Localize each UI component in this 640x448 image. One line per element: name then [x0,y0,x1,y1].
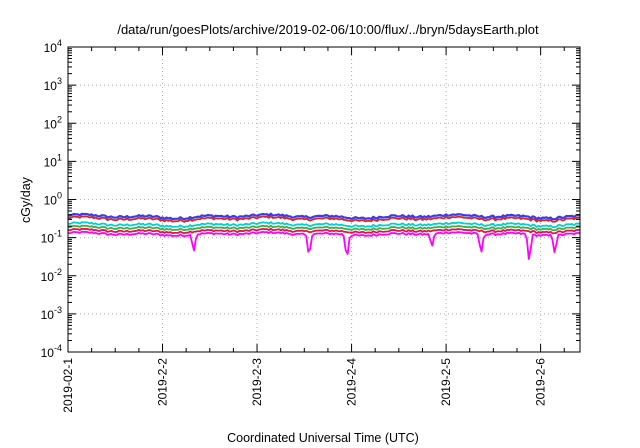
chart-title: /data/run/goesPlots/archive/2019-02-06/1… [117,22,539,37]
series-line [67,230,581,260]
grid [68,47,580,352]
series-line [67,212,581,221]
series-line [67,221,581,229]
x-tick-label: 2019-2-2 [156,358,170,406]
y-tick-label: 10-4 [41,343,62,360]
y-tick-label: 103 [44,76,62,93]
x-tick-label: 2019-2-4 [345,358,359,406]
y-tick-labels: 10-4 10-3 10-2 10-1 100 101 102 103 104 [41,38,62,360]
y-tick-label: 10-1 [41,229,62,246]
series-group [67,212,581,260]
x-tick-label: 2019-2-6 [534,358,548,406]
series-line [67,227,581,235]
y-axis-label: cGy/day [19,176,33,223]
y-tick-label: 100 [44,191,62,208]
series-line [67,224,581,232]
series-line [67,215,581,223]
x-axis-label: Coordinated Universal Time (UTC) [227,431,419,445]
x-tick-label: 2019-2-5 [439,358,453,406]
y-tick-label: 101 [44,152,62,169]
y-tick-label: 104 [44,38,62,55]
ticks [67,46,580,353]
y-tick-label: 10-2 [41,267,62,284]
x-tick-label: 2019-2-3 [250,358,264,406]
y-tick-label: 10-3 [41,305,62,322]
y-tick-label: 102 [44,114,62,131]
x-tick-labels: 2019-02-1 2019-2-2 2019-2-3 2019-2-4 2019-2-… [61,358,548,413]
x-tick-label: 2019-02-1 [61,358,75,413]
